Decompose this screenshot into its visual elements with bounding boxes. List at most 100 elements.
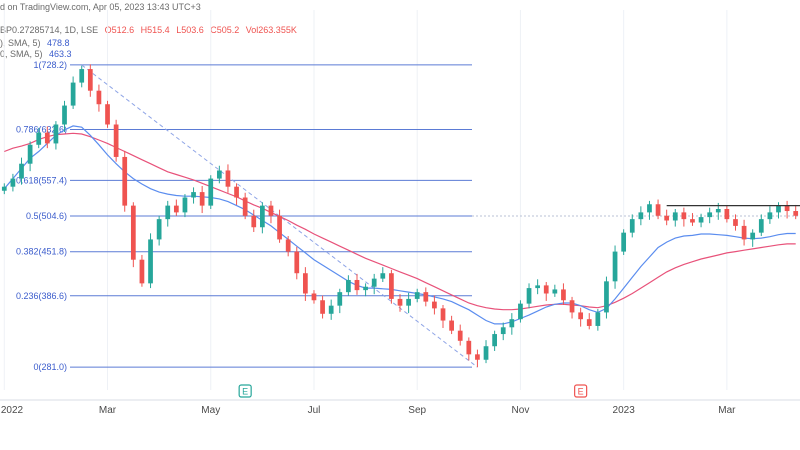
candle (578, 307, 584, 327)
candle (105, 100, 110, 128)
candle-body (638, 212, 644, 220)
x-tick-label-2: May (201, 405, 220, 416)
event-marker-label-0: E (242, 387, 248, 397)
candle (432, 295, 437, 315)
candle (793, 204, 799, 220)
candle (380, 267, 386, 283)
candle-body (173, 205, 179, 213)
candle-body (561, 289, 566, 301)
candle (543, 282, 549, 301)
candle-body (225, 170, 231, 187)
event-marker-layer: EE⚡ (238, 384, 588, 398)
candle (36, 127, 42, 149)
fib-label-3: 0.5(504.6) (26, 211, 67, 221)
candle (466, 337, 472, 361)
candle (784, 200, 790, 219)
candle (113, 119, 119, 162)
x-tick-label-6: 2023 (613, 405, 636, 416)
candle (776, 202, 781, 219)
candle-body (320, 300, 325, 314)
candle (139, 254, 145, 287)
candle (595, 309, 601, 331)
candle-body (776, 205, 781, 213)
fib-label-0: 0(281.0) (33, 362, 67, 372)
candle (423, 287, 429, 307)
candle (440, 304, 446, 328)
candle (750, 229, 756, 247)
candle-body (294, 251, 300, 274)
candle-body (363, 286, 368, 291)
chart-header-published: d on TradingView.com, Apr 05, 2023 13:43… (0, 2, 205, 12)
candle-body (277, 215, 282, 240)
candle (277, 209, 282, 243)
fib-label-2: 0.382(451.8) (16, 247, 67, 257)
event-marker-1: E (574, 384, 588, 398)
candle (690, 213, 695, 226)
candle-body (569, 300, 575, 313)
candle (526, 283, 532, 309)
candle (130, 202, 136, 268)
candle-body (741, 225, 747, 240)
candle-body (767, 212, 773, 220)
candle-body (191, 192, 196, 198)
candle (612, 245, 618, 289)
candle (191, 187, 196, 204)
candle (10, 173, 16, 192)
candle (629, 214, 635, 238)
candle (569, 296, 575, 319)
candle (70, 76, 76, 109)
candle-body (586, 319, 592, 326)
candle-body (165, 205, 171, 220)
candle-body (715, 209, 721, 213)
candle (647, 200, 652, 220)
candle-body (595, 312, 601, 326)
candle-body (423, 292, 429, 302)
candle (371, 273, 377, 295)
sma-slow-line (4, 132, 796, 311)
candle-body (698, 217, 704, 223)
candle (225, 164, 231, 193)
candle (664, 209, 670, 226)
candle-body (397, 298, 403, 306)
candle (518, 300, 523, 323)
sma-fast-value: 478.8 (47, 38, 70, 48)
candle-body (406, 298, 411, 306)
candle-body (758, 219, 764, 233)
candle-body (440, 308, 446, 321)
candle (303, 267, 308, 301)
candle (449, 315, 454, 335)
candle (328, 299, 334, 320)
candle-body (389, 273, 394, 299)
candle (165, 200, 171, 227)
candle-body (535, 285, 540, 289)
candle-body (526, 288, 532, 304)
candle-body (707, 212, 713, 218)
candle (389, 269, 394, 304)
candle (182, 194, 188, 218)
candle-body (604, 281, 609, 313)
candle (492, 330, 497, 351)
candle (354, 273, 360, 295)
candle-body (621, 232, 627, 252)
candle-body (130, 205, 136, 260)
candle (1, 183, 7, 195)
candle (53, 121, 59, 150)
candle (234, 183, 239, 205)
candle-body (10, 178, 16, 187)
candle (216, 165, 222, 184)
candle-body (457, 330, 463, 341)
candle (707, 207, 713, 224)
candle (173, 199, 179, 216)
candle-body (148, 239, 153, 284)
candle (414, 288, 420, 303)
candle (655, 199, 661, 220)
candle (698, 213, 704, 228)
candle-body (285, 239, 291, 252)
candle-body (105, 104, 110, 125)
candle-body (53, 124, 59, 144)
candle-body (681, 212, 687, 220)
x-axis: 2022 Mar May Jul Sep Nov 2023 Mar (0, 399, 800, 416)
candle (87, 64, 93, 97)
